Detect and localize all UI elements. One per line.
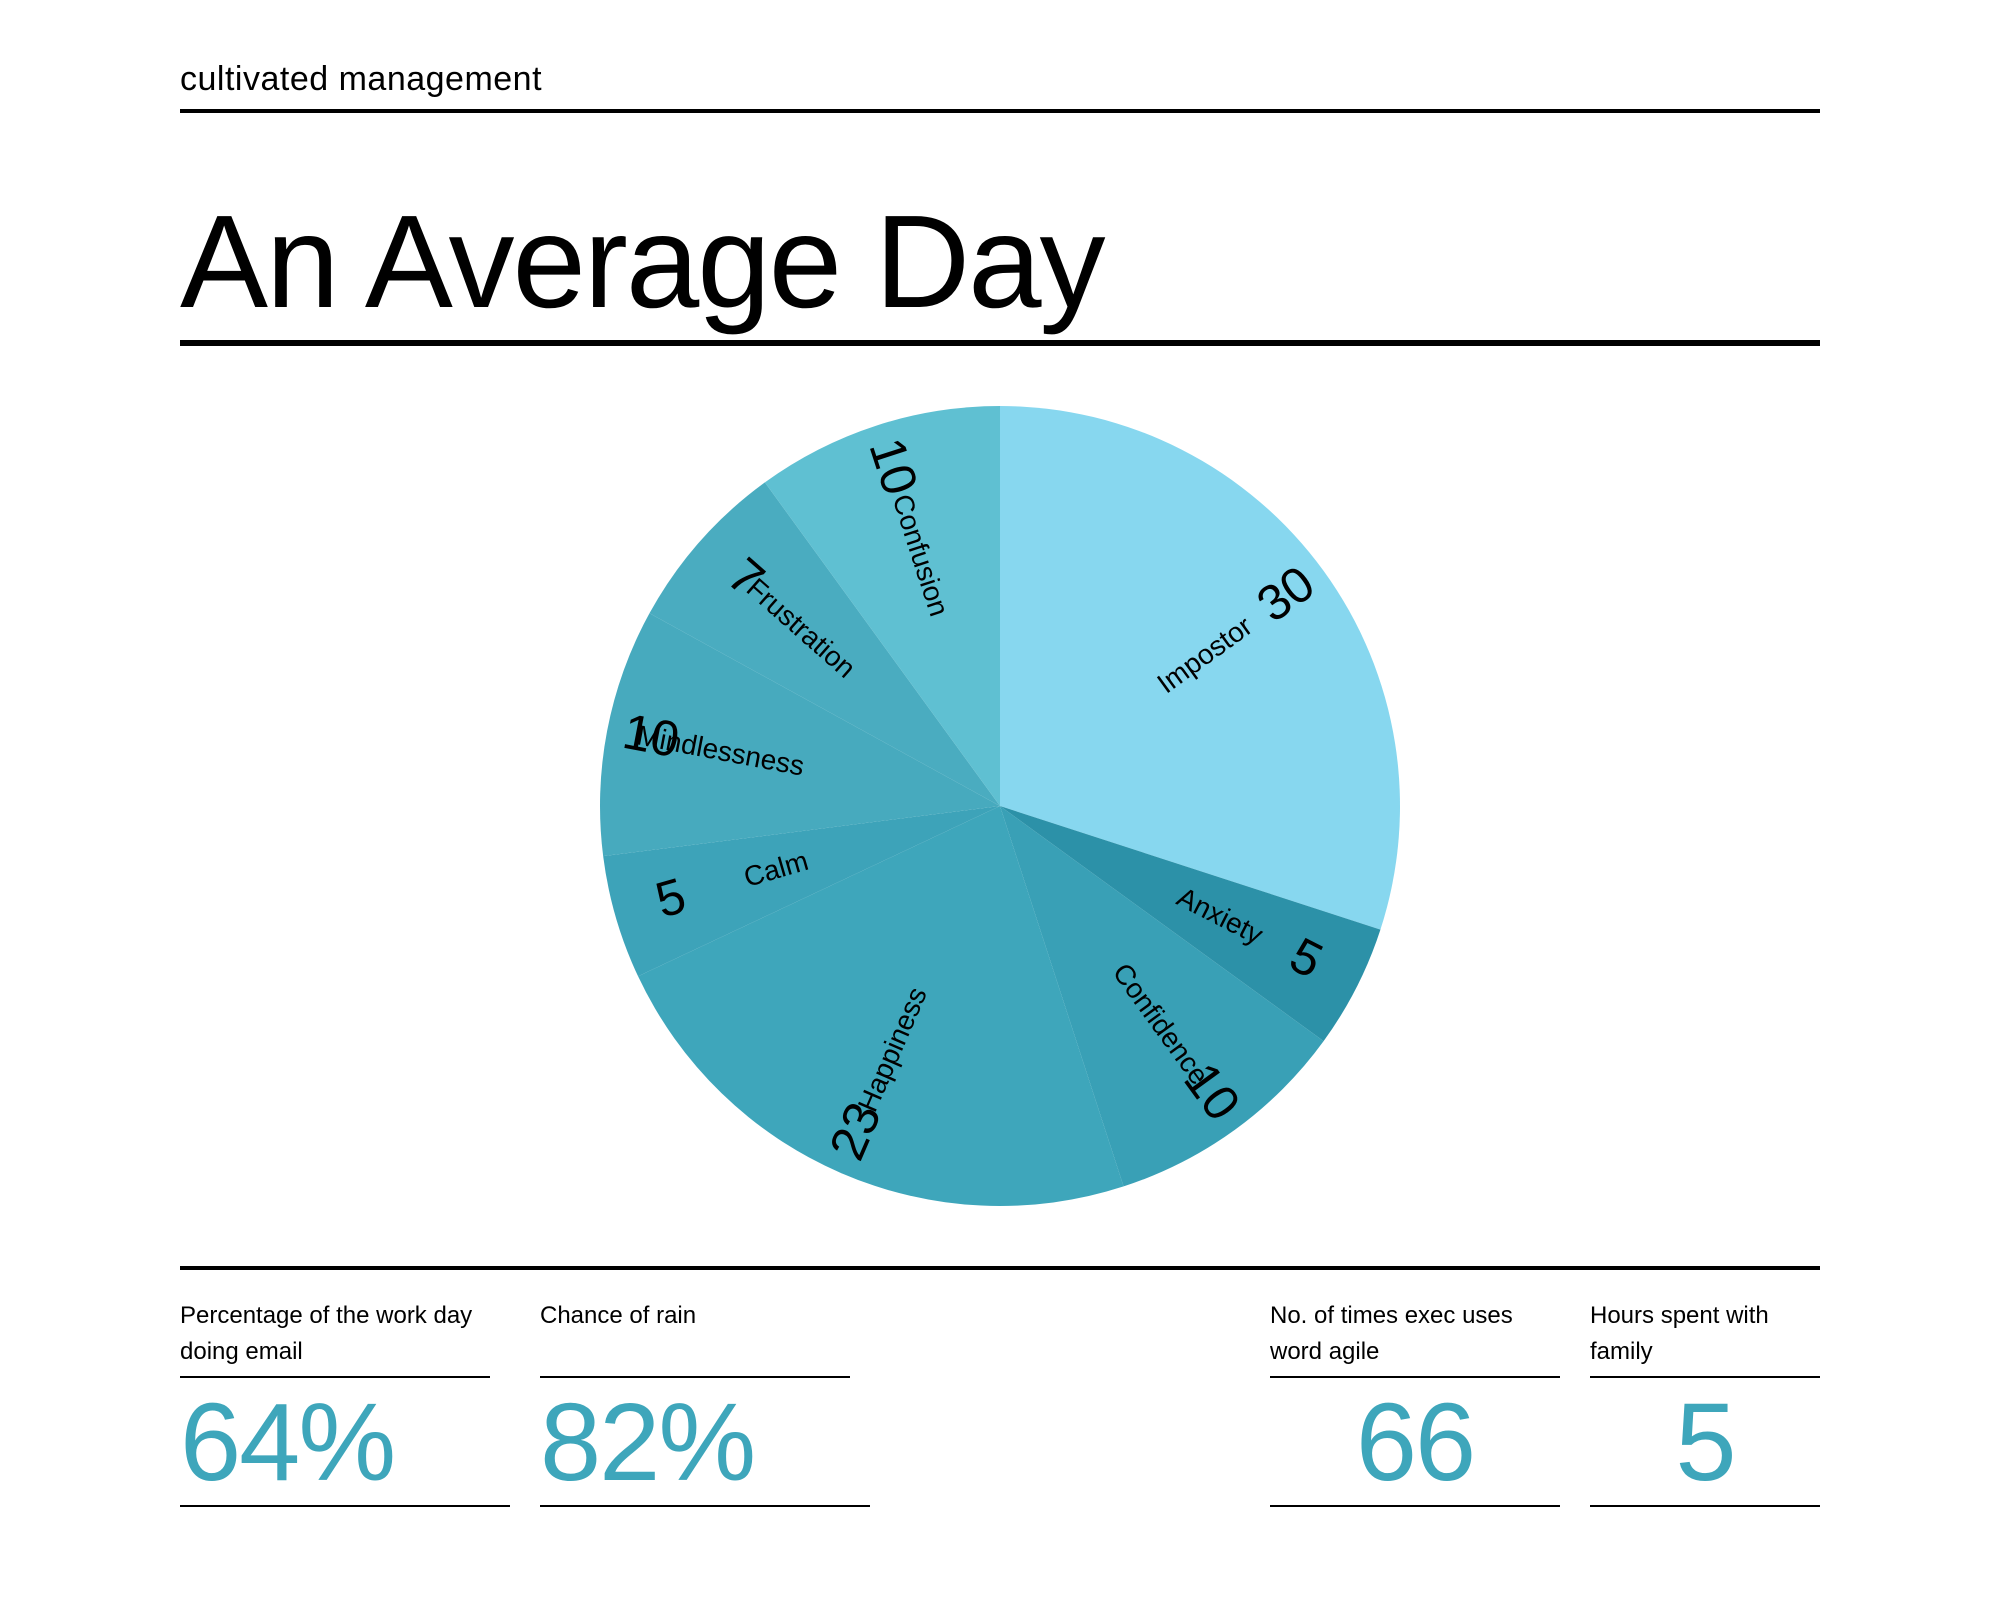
stat-value: 66 xyxy=(1270,1378,1560,1507)
stats-spacer xyxy=(900,1298,1240,1507)
stat-family: Hours spent with family 5 xyxy=(1590,1298,1820,1507)
stat-value: 82% xyxy=(540,1378,870,1507)
stat-value: 64% xyxy=(180,1378,510,1507)
pie-slice-value: 10 xyxy=(619,702,684,767)
page-title: An Average Day xyxy=(180,193,1820,346)
brand-label: cultivated management xyxy=(180,60,1820,113)
stat-email: Percentage of the work day doing email 6… xyxy=(180,1298,510,1507)
stat-label: Percentage of the work day doing email xyxy=(180,1298,490,1378)
stats-bar: Percentage of the work day doing email 6… xyxy=(180,1266,1820,1507)
stat-label: Chance of rain xyxy=(540,1298,850,1378)
stat-label: No. of times exec uses word agile xyxy=(1270,1298,1560,1378)
stat-rain: Chance of rain 82% xyxy=(540,1298,870,1507)
pie-chart-container: Impostor30Anxiety5Confidence10Happiness2… xyxy=(180,376,1820,1236)
stat-label: Hours spent with family xyxy=(1590,1298,1820,1378)
stat-value: 5 xyxy=(1590,1378,1820,1507)
pie-chart: Impostor30Anxiety5Confidence10Happiness2… xyxy=(570,376,1430,1236)
stat-agile: No. of times exec uses word agile 66 xyxy=(1270,1298,1560,1507)
